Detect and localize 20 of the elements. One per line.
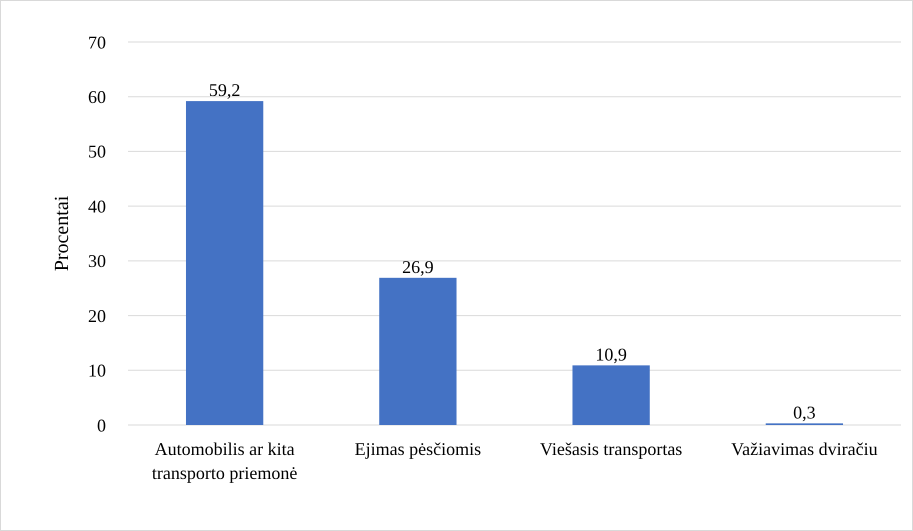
bar — [186, 101, 264, 425]
y-tick-label: 70 — [88, 32, 106, 52]
x-tick-label: Automobilis ar kita transporto priemonė — [152, 439, 298, 483]
x-tick-label: Ejimas pėsčiomis — [354, 439, 482, 459]
data-label: 59,2 — [208, 80, 240, 100]
y-tick-label: 50 — [88, 142, 106, 162]
data-label: 26,9 — [402, 256, 434, 277]
y-axis-title: Procentai — [51, 195, 73, 272]
y-tick-label: 0 — [97, 415, 106, 436]
data-label: 0,3 — [793, 402, 816, 422]
x-tick-label: Viešasis transportas — [540, 439, 682, 459]
y-tick-label: 30 — [88, 251, 106, 272]
y-tick-label: 20 — [88, 306, 106, 326]
data-label: 10,9 — [595, 344, 627, 364]
y-tick-label: 60 — [88, 87, 106, 108]
bar — [379, 278, 457, 425]
bar — [572, 365, 650, 425]
x-tick-label: Važiavimas dviračiu — [731, 439, 878, 459]
y-tick-label: 10 — [88, 360, 106, 381]
y-tick-label: 40 — [88, 196, 106, 216]
